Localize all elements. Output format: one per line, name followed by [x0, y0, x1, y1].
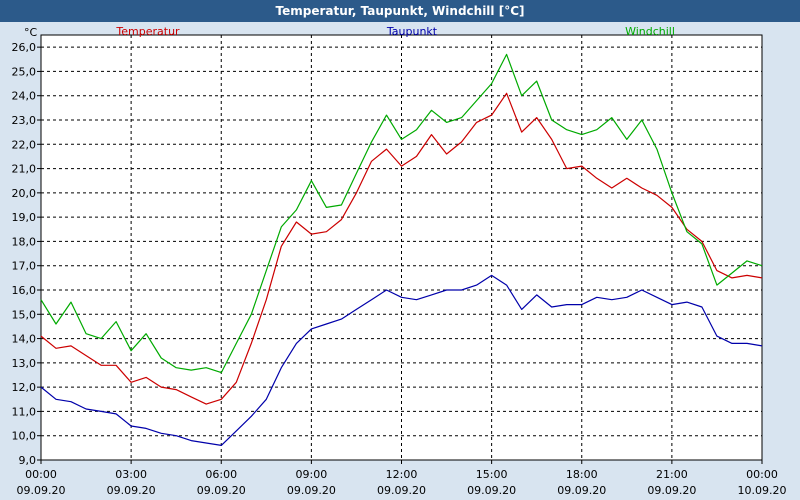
- y-tick-label: 25,0: [12, 65, 37, 78]
- x-tick-date-label: 09.09.20: [197, 484, 246, 497]
- legend-windchill: Windchill: [625, 25, 675, 38]
- y-tick-label: 26,0: [12, 41, 37, 54]
- y-tick-label: 10,0: [12, 430, 37, 443]
- y-tick-label: 18,0: [12, 235, 37, 248]
- y-tick-label: 20,0: [12, 187, 37, 200]
- x-tick-date-label: 09.09.20: [107, 484, 156, 497]
- legend-temperatur: Temperatur: [115, 25, 180, 38]
- x-tick-date-label: 09.09.20: [647, 484, 696, 497]
- x-tick-time-label: 06:00: [205, 468, 237, 481]
- x-tick-time-label: 00:00: [25, 468, 57, 481]
- x-tick-time-label: 12:00: [386, 468, 418, 481]
- y-tick-label: 22,0: [12, 138, 37, 151]
- y-tick-label: 13,0: [12, 357, 37, 370]
- x-tick-date-label: 09.09.20: [287, 484, 336, 497]
- x-tick-time-label: 21:00: [656, 468, 688, 481]
- y-tick-label: 16,0: [12, 284, 37, 297]
- x-tick-date-label: 10.09.20: [738, 484, 787, 497]
- y-tick-label: 11,0: [12, 405, 37, 418]
- x-tick-time-label: 03:00: [115, 468, 147, 481]
- line-chart: 9,0 10,0 11,0 12,0 13,0 14,0 15,0 16,0 17,0 18,0 1…: [12, 25, 787, 497]
- y-tick-label: 14,0: [12, 333, 37, 346]
- y-axis-label: °C: [24, 26, 38, 39]
- series-taupunkt-line: [40, 274, 763, 446]
- x-tick-date-label: 09.09.20: [467, 484, 516, 497]
- y-tick-label: 23,0: [12, 114, 37, 127]
- x-tick-time-label: 09:00: [296, 468, 328, 481]
- x-tick-time-label: 00:00: [746, 468, 778, 481]
- series-temperatur-line: [40, 92, 763, 405]
- x-tick-date-label: 09.09.20: [17, 484, 66, 497]
- series-windchill-line: [40, 53, 763, 374]
- x-tick-date-label: 09.09.20: [557, 484, 606, 497]
- y-tick-label: 19,0: [12, 211, 37, 224]
- y-tick-label: 15,0: [12, 308, 37, 321]
- y-tick-label: 9,0: [19, 454, 37, 467]
- y-tick-label: 17,0: [12, 260, 37, 273]
- x-tick-time-label: 18:00: [566, 468, 598, 481]
- window-title: Temperatur, Taupunkt, Windchill [°C]: [0, 0, 800, 22]
- y-tick-label: 12,0: [12, 381, 37, 394]
- y-tick-label: 24,0: [12, 90, 37, 103]
- x-tick-time-label: 15:00: [476, 468, 508, 481]
- legend-taupunkt: Taupunkt: [386, 25, 438, 38]
- y-tick-label: 21,0: [12, 163, 37, 176]
- x-tick-date-label: 09.09.20: [377, 484, 426, 497]
